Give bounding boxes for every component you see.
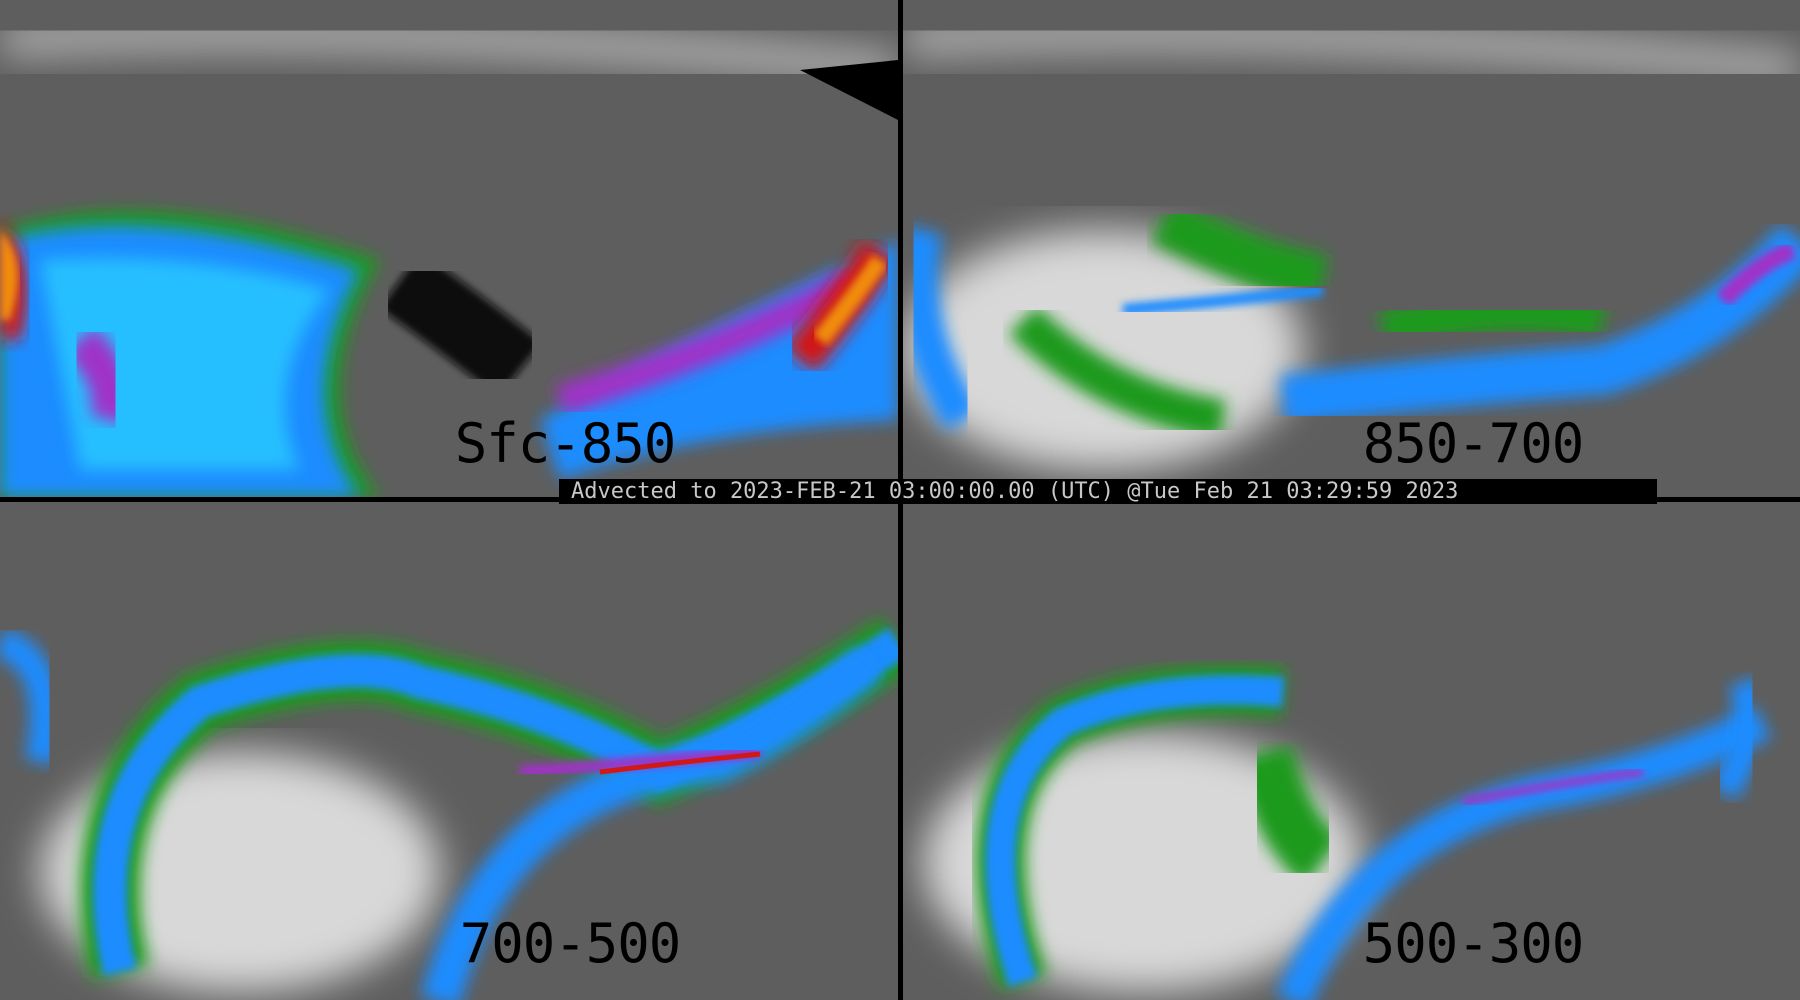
timestamp-banner: Advected to 2023-FEB-21 03:00:00.00 (UTC… <box>559 479 1657 504</box>
moisture-map <box>903 0 1800 497</box>
panel-700-500: 700-500 <box>0 502 898 1000</box>
panel-500-300: 500-300 <box>903 502 1800 1000</box>
layer-label: 700-500 <box>459 912 682 975</box>
panel-850-700: 850-700 <box>903 0 1800 497</box>
layer-label: Sfc-850 <box>454 412 677 475</box>
moisture-map <box>0 0 898 497</box>
panel-sfc-850: Sfc-850 <box>0 0 898 497</box>
moisture-map <box>0 502 898 1000</box>
layer-label: 500-300 <box>1362 912 1585 975</box>
moisture-map <box>903 502 1800 1000</box>
layer-label: 850-700 <box>1362 412 1585 475</box>
